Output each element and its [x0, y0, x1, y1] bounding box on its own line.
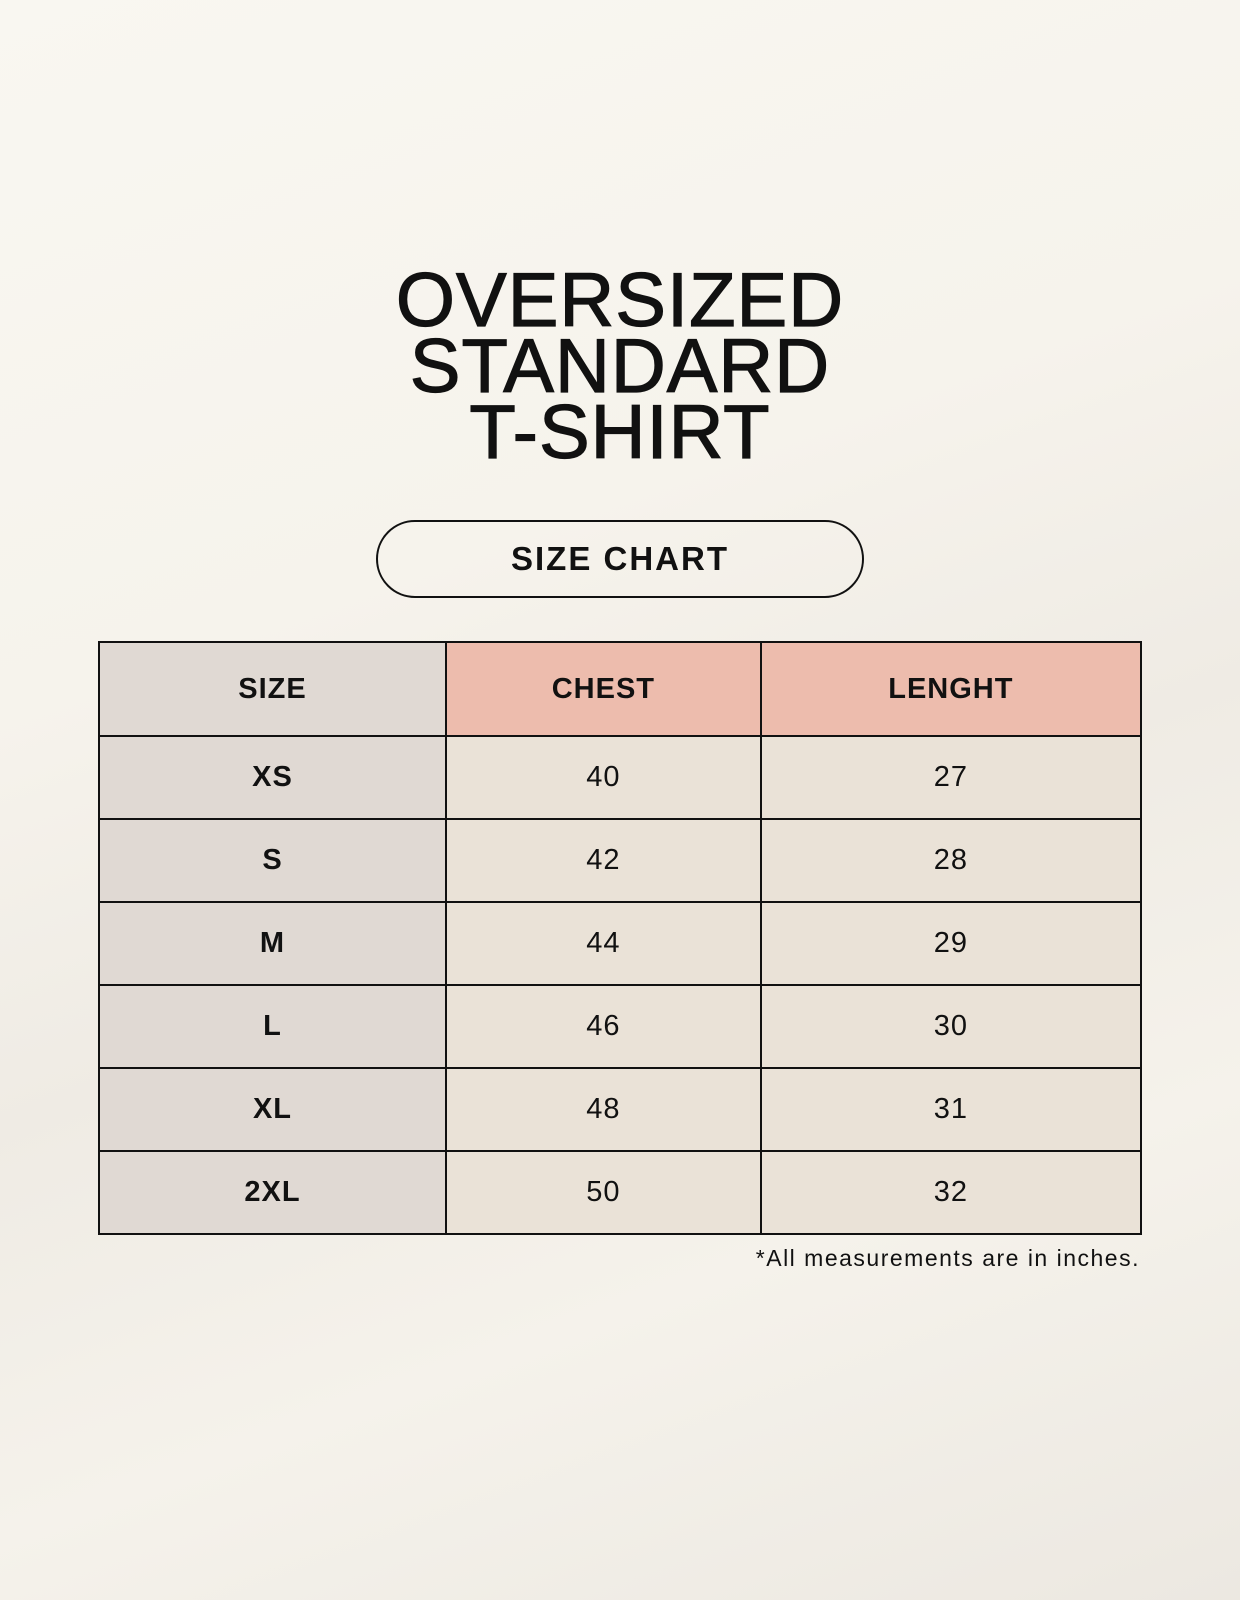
table-row: L 46 30	[98, 984, 1143, 1069]
cell-size: 2XL	[98, 1150, 447, 1235]
cell-length: 32	[759, 1150, 1143, 1235]
cell-size: S	[98, 818, 447, 903]
cell-chest: 48	[445, 1067, 762, 1152]
cell-length: 28	[759, 818, 1143, 903]
cell-size: M	[98, 901, 447, 986]
header-size: SIZE	[98, 641, 447, 737]
cell-size: L	[98, 984, 447, 1069]
title-line: T-SHIRT	[469, 390, 771, 475]
size-table: SIZE CHEST LENGHT XS 40 27 S 42 28 M 44 29 L 46 30 X…	[98, 641, 1143, 1235]
cell-length: 27	[759, 735, 1143, 820]
cell-length: 30	[759, 984, 1143, 1069]
header-chest: CHEST	[445, 641, 762, 737]
cell-chest: 46	[445, 984, 762, 1069]
size-chart-badge: SIZE CHART	[376, 520, 864, 598]
cell-length: 31	[759, 1067, 1143, 1152]
table-row: S 42 28	[98, 818, 1143, 903]
cell-chest: 44	[445, 901, 762, 986]
header-length: LENGHT	[759, 641, 1143, 737]
cell-chest: 42	[445, 818, 762, 903]
table-row: XS 40 27	[98, 735, 1143, 820]
table-row: XL 48 31	[98, 1067, 1143, 1152]
title-line: OVERSIZED	[395, 258, 845, 343]
page-title: OVERSIZED STANDARD T-SHIRT	[0, 258, 1240, 475]
title-line: STANDARD	[409, 324, 831, 409]
cell-size: XS	[98, 735, 447, 820]
footnote: *All measurements are in inches.	[755, 1245, 1140, 1271]
cell-length: 29	[759, 901, 1143, 986]
table-row: 2XL 50 32	[98, 1150, 1143, 1235]
cell-chest: 50	[445, 1150, 762, 1235]
cell-size: XL	[98, 1067, 447, 1152]
table-header-row: SIZE CHEST LENGHT	[98, 641, 1143, 737]
table-row: M 44 29	[98, 901, 1143, 986]
cell-chest: 40	[445, 735, 762, 820]
